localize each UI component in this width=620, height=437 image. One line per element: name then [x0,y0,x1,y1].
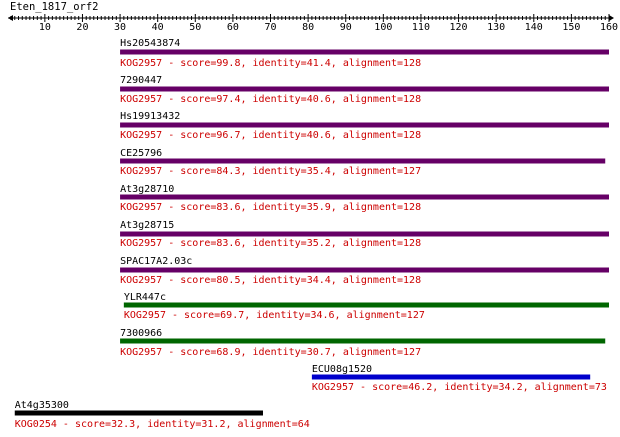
hit-name[interactable]: Hs19913432 [120,111,180,122]
hit-score-label: KOG2957 - score=46.2, identity=34.2, ali… [312,382,607,393]
hit-row[interactable]: At3g28715 KOG2957 - score=83.6, identity=… [120,220,609,249]
hit-row[interactable]: Hs19913432 KOG2957 - score=96.7, identity… [120,111,609,141]
hit-name[interactable]: CE25796 [120,148,162,159]
hit-score-label: KOG2957 - score=99.8, identity=41.4, ali… [120,58,421,69]
ruler-tick-label: 110 [412,22,430,33]
ruler-tick-label: 90 [340,22,352,33]
hit-row[interactable]: ECU08g1520 KOG2957 - score=46.2, identity… [311,364,607,393]
hit-alignment-bar[interactable] [120,49,609,55]
ruler-tick-label: 10 [39,22,51,33]
ruler-tick-label: 120 [450,22,468,33]
hit-row[interactable]: 7300966 KOG2957 - score=68.9, identity=30… [120,328,606,358]
hit-alignment-bar[interactable] [123,302,609,308]
hit-name[interactable]: ECU08g1520 [312,364,372,375]
hit-alignment-bar[interactable] [120,194,609,200]
hit-row[interactable]: At4g35300 KOG0254 - score=32.3, identity=… [14,400,310,430]
ruler-tick-label: 140 [525,22,543,33]
hit-name[interactable]: At3g28710 [120,184,174,195]
hit-alignment-bar[interactable] [311,374,591,380]
ruler-tick-label: 130 [487,22,505,33]
ruler-tick-label: 60 [227,22,239,33]
hit-name[interactable]: SPAC17A2.03c [120,256,192,267]
hit-alignment-bar[interactable] [120,267,609,273]
hit-name[interactable]: 7290447 [120,75,162,86]
hit-row[interactable]: At3g28710 KOG2957 - score=83.6, identity=… [120,184,609,213]
ruler-tick-label: 40 [152,22,164,33]
ruler-tick-label: 150 [562,22,580,33]
hit-name[interactable]: 7300966 [120,328,162,339]
hit-score-label: KOG2957 - score=97.4, identity=40.6, ali… [120,94,421,105]
ruler-right-arrow [609,15,614,21]
ruler-tick-label: 80 [302,22,314,33]
position-ruler: 10 20 30 40 50 60 70 80 90 100 110 120 130 140 150 160 [8,14,618,33]
hit-score-label: KOG2957 - score=68.9, identity=30.7, ali… [120,347,421,358]
hit-score-label: KOG2957 - score=83.6, identity=35.2, ali… [120,238,421,249]
hit-alignment-bar[interactable] [120,231,609,237]
ruler-tick-label: 160 [600,22,618,33]
ruler-tick-label: 20 [76,22,88,33]
hit-name[interactable]: At4g35300 [15,400,69,411]
hit-name[interactable]: Hs20543874 [120,38,180,49]
hit-score-label: KOG2957 - score=96.7, identity=40.6, ali… [120,130,421,141]
hit-name[interactable]: At3g28715 [120,220,174,231]
hit-alignment-bar[interactable] [120,338,606,344]
hit-row[interactable]: CE25796 KOG2957 - score=84.3, identity=35… [120,148,606,177]
ruler-tick-label: 70 [264,22,276,33]
ruler-tick-label: 100 [374,22,392,33]
hit-score-label: KOG2957 - score=69.7, identity=34.6, ali… [124,310,425,321]
hit-row[interactable]: SPAC17A2.03c KOG2957 - score=80.5, identi… [120,256,609,286]
hit-row[interactable]: Hs20543874 KOG2957 - score=99.8, identity… [120,38,609,69]
hit-score-label: KOG2957 - score=80.5, identity=34.4, ali… [120,275,421,286]
hit-alignment-bar[interactable] [120,158,606,164]
hit-score-label: KOG0254 - score=32.3, identity=31.2, ali… [15,419,310,430]
ruler-tick-label: 50 [189,22,201,33]
hit-alignment-bar[interactable] [120,86,609,92]
query-title: Eten_1817_orf2 [10,1,99,13]
hit-alignment-bar[interactable] [120,122,609,128]
hit-row[interactable]: 7290447 KOG2957 - score=97.4, identity=40… [120,75,609,105]
hit-list: Hs20543874 KOG2957 - score=99.8, identity… [14,38,609,430]
ruler-tick-label: 30 [114,22,126,33]
hit-row[interactable]: YLR447c KOG2957 - score=69.7, identity=34… [123,292,609,321]
hit-alignment-bar[interactable] [14,410,263,416]
hit-score-label: KOG2957 - score=83.6, identity=35.9, ali… [120,202,421,213]
hit-name[interactable]: YLR447c [124,292,166,303]
hit-score-label: KOG2957 - score=84.3, identity=35.4, ali… [120,166,421,177]
